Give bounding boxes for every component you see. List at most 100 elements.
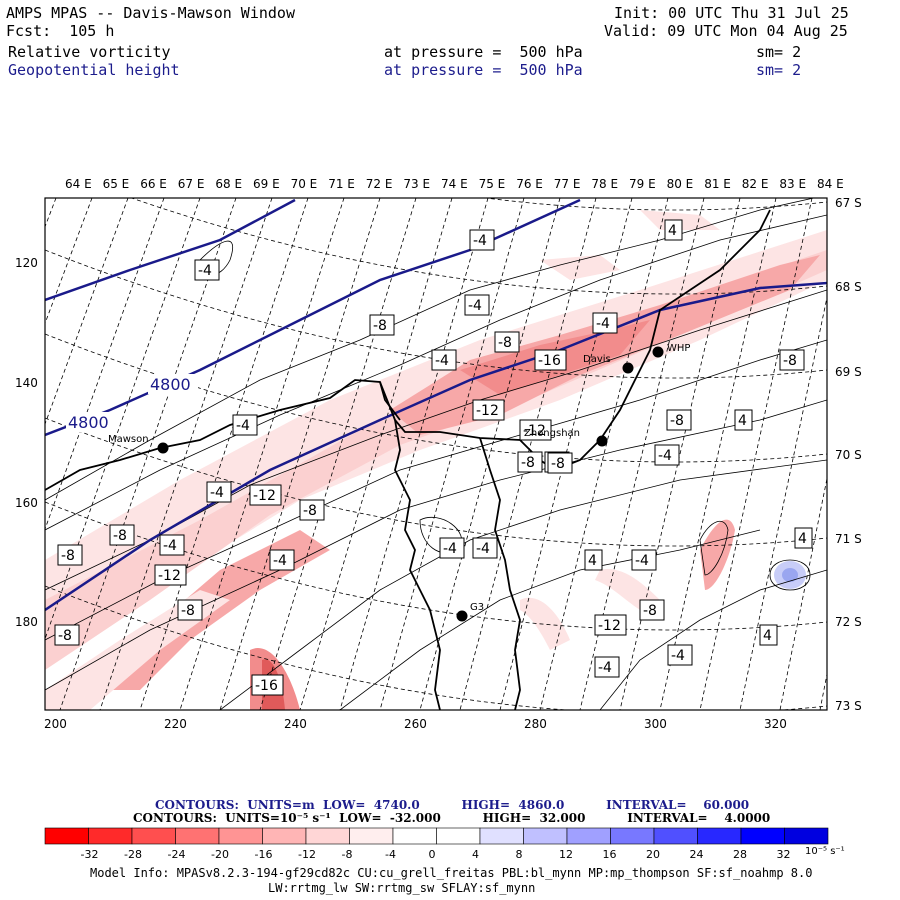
x-axis-label: 220 <box>164 717 187 731</box>
colorbar-tick-label: -4 <box>385 848 396 861</box>
vorticity-label: -4 <box>671 648 685 664</box>
vorticity-label-box <box>54 624 80 646</box>
vorticity-label-box <box>759 624 778 646</box>
vorticity-label: -8 <box>58 628 72 644</box>
colorbar-unit: 10⁻⁵ s⁻¹ <box>805 846 845 857</box>
vorticity-label: -4 <box>596 316 610 332</box>
vorticity-label-box <box>666 409 692 431</box>
colorbar-swatch <box>523 827 568 845</box>
vorticity-label: -4 <box>658 448 672 464</box>
vorticity-label: -4 <box>443 541 457 557</box>
height-label: 4800 <box>150 375 191 394</box>
longitude-label: 64 E <box>65 177 92 191</box>
vorticity-label-box <box>299 499 325 521</box>
station-label: G3 <box>470 602 484 613</box>
latitude-label: 71 S <box>835 532 862 546</box>
longitude-label: 65 E <box>103 177 130 191</box>
station-label: Zhongshan <box>524 428 580 439</box>
y-axis-label: 140 <box>15 376 38 390</box>
colorbar-tick-label: -12 <box>298 848 316 861</box>
vorticity-label-box <box>177 599 203 621</box>
colorbar-swatch <box>697 827 742 845</box>
vorticity-label-box <box>794 527 813 549</box>
field2-sm: sm= 2 <box>756 61 802 79</box>
plot-title: AMPS MPAS -- Davis-Mawson Window <box>6 4 295 22</box>
coastline <box>45 209 771 710</box>
colorbar-swatch <box>784 827 829 845</box>
field1-name: Relative vorticity <box>8 43 171 61</box>
vorticity-label-box <box>664 219 683 241</box>
colorbar-tick-label: 24 <box>690 848 704 861</box>
x-axis-label: 240 <box>284 717 307 731</box>
station-marker <box>622 362 634 374</box>
colorbar-tick-label: 20 <box>646 848 660 861</box>
y-axis-label: 120 <box>15 256 38 270</box>
vorticity-label-box <box>464 294 490 316</box>
colorbar-tick-label: -28 <box>124 848 142 861</box>
valid-time: Valid: 09 UTC Mon 04 Aug 25 <box>604 22 848 40</box>
vorticity-label: -8 <box>61 548 75 564</box>
vorticity-label-box <box>249 484 282 506</box>
colorbar-tick-label: 12 <box>559 848 573 861</box>
vorticity-label-box <box>206 481 232 503</box>
colorbar: -32 -28 -24 -20 -16 -12 -8 -4 0 4 8 12 16 20 24 28 32 10… <box>44 827 845 861</box>
field2-level: at pressure = 500 hPa <box>384 61 583 79</box>
longitude-label: 69 E <box>253 177 280 191</box>
latitude-label: 68 S <box>835 280 862 294</box>
colorbar-tick-label: 4 <box>472 848 479 861</box>
colorbar-swatch <box>740 827 785 845</box>
vorticity-label-box <box>159 534 185 556</box>
longitude-label: 77 E <box>554 177 581 191</box>
colorbar-swatch <box>479 827 524 845</box>
model-info-line2: LW:rrtmg_lw SW:rrtmg_sw SFLAY:sf_mynn <box>268 881 536 895</box>
longitude-label: 78 E <box>591 177 618 191</box>
longitude-labels: 64 E 65 E 66 E 67 E 68 E 69 E 70 E 71 E 72 E 73 E… <box>65 177 844 191</box>
colorbar-tick-label: 28 <box>733 848 747 861</box>
vorticity-label-box <box>779 349 805 371</box>
vorticity-label: -4 <box>476 541 490 557</box>
latitude-labels: 67 S 68 S 69 S 70 S 71 S 72 S 73 S <box>835 196 862 713</box>
vorticity-label: -4 <box>198 263 212 279</box>
vorticity-label: -8 <box>521 455 535 471</box>
vorticity-label-box <box>547 452 573 474</box>
colorbar-swatch <box>44 827 89 845</box>
colorbar-tick-label: -20 <box>211 848 229 861</box>
vorticity-label: 4 <box>738 413 747 429</box>
x-axis-label: 320 <box>764 717 787 731</box>
x-axis-label: 280 <box>524 717 547 731</box>
longitude-label: 81 E <box>704 177 731 191</box>
colorbar-swatch <box>653 827 698 845</box>
longitude-label: 73 E <box>403 177 430 191</box>
stations: Mawson Davis WHP Zhongshan G3 <box>108 343 690 622</box>
vorticity-label-box <box>667 644 693 666</box>
vorticity-label-box <box>734 409 753 431</box>
vorticity-label: -12 <box>523 423 546 439</box>
station-marker <box>596 435 608 447</box>
field1-sm: sm= 2 <box>756 43 802 61</box>
height-label: 4800 <box>68 413 109 432</box>
longitude-label: 74 E <box>441 177 468 191</box>
vorticity-label-box <box>369 314 395 336</box>
longitude-label: 75 E <box>479 177 506 191</box>
colorbar-tick-label: -8 <box>342 848 353 861</box>
colorbar-swatch <box>566 827 611 845</box>
colorbar-swatch <box>262 827 307 845</box>
height-contour-info: CONTOURS: UNITS=m LOW= 4740.0 HIGH= 4860… <box>155 798 750 812</box>
colorbar-tick-label: -16 <box>255 848 273 861</box>
vorticity-label: -8 <box>181 603 195 619</box>
vorticity-label: -8 <box>551 456 565 472</box>
vorticity-label-box <box>232 414 258 436</box>
longitude-label: 70 E <box>291 177 318 191</box>
x-axis-label: 200 <box>44 717 67 731</box>
vorticity-label-box <box>494 331 520 353</box>
longitude-label: 84 E <box>817 177 844 191</box>
station-label: WHP <box>667 343 690 354</box>
colorbar-swatch <box>610 827 655 845</box>
vorticity-label-box <box>154 564 187 586</box>
longitude-label: 80 E <box>667 177 694 191</box>
colorbar-swatch <box>131 827 176 845</box>
vorticity-label: -12 <box>476 403 499 419</box>
vorticity-label: -12 <box>598 618 621 634</box>
longitude-label: 76 E <box>516 177 543 191</box>
vorticity-label-box <box>109 524 135 546</box>
